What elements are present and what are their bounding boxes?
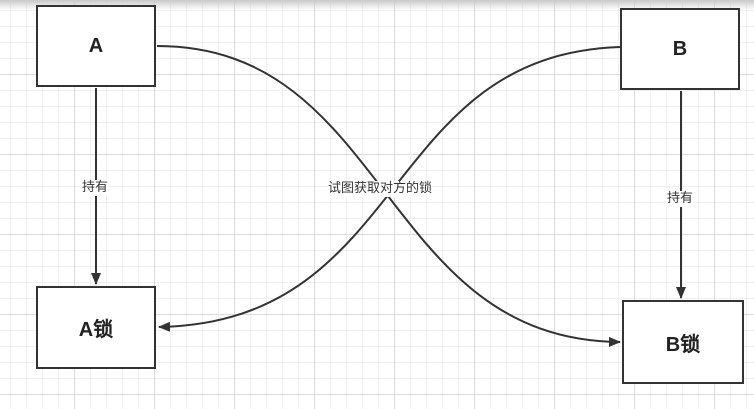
node-a-lock[interactable]: A锁: [36, 286, 156, 369]
node-b-label: B: [672, 37, 688, 60]
edge-label-b-holds: 持有: [666, 191, 695, 207]
node-a-label: A: [88, 34, 104, 57]
node-a[interactable]: A: [36, 5, 156, 87]
node-b-lock-label: B锁: [665, 333, 701, 356]
top-shadow: [0, 0, 754, 10]
node-b-lock[interactable]: B锁: [622, 300, 744, 384]
node-a-lock-label: A锁: [78, 319, 114, 341]
edge-label-cross: 试图获取对方的锁: [327, 181, 434, 197]
node-b[interactable]: B: [620, 8, 740, 90]
edge-label-a-holds: 持有: [81, 180, 110, 196]
